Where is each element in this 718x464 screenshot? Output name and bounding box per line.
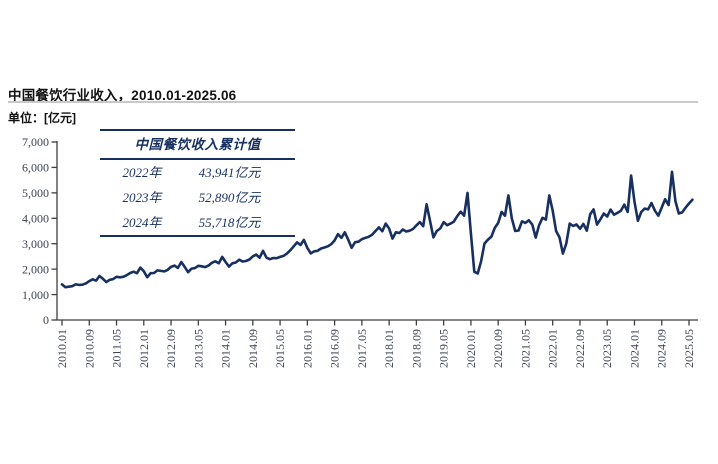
x-tick-label: 2010.01 bbox=[55, 329, 69, 368]
table-year-cell: 2022年 bbox=[122, 165, 162, 180]
table-row: 2024年 55,718亿元 bbox=[100, 210, 295, 235]
x-tick-label: 2020.01 bbox=[464, 329, 478, 368]
y-tick-label: 3,000 bbox=[22, 237, 49, 251]
table-year-cell: 2024年 bbox=[122, 215, 162, 230]
x-tick-label: 2013.05 bbox=[191, 329, 205, 368]
x-tick-label: 2025.05 bbox=[682, 329, 696, 368]
y-tick-label: 4,000 bbox=[22, 211, 49, 225]
x-tick-label: 2022.09 bbox=[573, 329, 587, 368]
x-tick-label: 2016.01 bbox=[300, 329, 314, 368]
y-tick-label: 7,000 bbox=[22, 135, 49, 149]
x-tick-label: 2015.05 bbox=[273, 329, 287, 368]
x-tick-label: 2019.05 bbox=[437, 329, 451, 368]
x-tick-label: 2023.05 bbox=[600, 329, 614, 368]
x-tick-label: 2018.09 bbox=[409, 329, 423, 368]
x-tick-label: 2012.01 bbox=[137, 329, 151, 368]
table-title: 中国餐饮收入累计值 bbox=[134, 137, 261, 152]
title-divider bbox=[8, 101, 698, 103]
x-tick-label: 2014.01 bbox=[219, 329, 233, 368]
table-value-cell: 43,941亿元 bbox=[198, 165, 261, 180]
cumulative-revenue-table: 中国餐饮收入累计值 2022年 43,941亿元 2023年 52,890亿元 2024… bbox=[100, 129, 295, 237]
table-value-cell: 55,718亿元 bbox=[198, 215, 261, 230]
table-header-divider bbox=[100, 158, 295, 160]
x-tick-label: 2021.05 bbox=[518, 329, 532, 368]
x-tick-label: 2024.09 bbox=[655, 329, 669, 368]
y-tick-label: 2,000 bbox=[22, 262, 49, 276]
x-tick-label: 2020.09 bbox=[491, 329, 505, 368]
table-year-cell: 2023年 bbox=[122, 190, 162, 205]
y-tick-label: 6,000 bbox=[22, 161, 49, 175]
table-row: 2022年 43,941亿元 bbox=[100, 160, 295, 185]
table-rows: 2022年 43,941亿元 2023年 52,890亿元 2024年 55,718亿元 bbox=[100, 160, 295, 235]
page-title: 中国餐饮行业收入，2010.01-2025.06 bbox=[8, 88, 237, 103]
unit-label: 单位：[亿元] bbox=[8, 111, 76, 125]
x-tick-label: 2024.01 bbox=[627, 329, 641, 368]
table-row: 2023年 52,890亿元 bbox=[100, 185, 295, 210]
table-value-cell: 52,890亿元 bbox=[198, 190, 261, 205]
x-tick-label: 2014.09 bbox=[246, 329, 260, 368]
y-tick-label: 0 bbox=[43, 313, 49, 327]
x-tick-label: 2017.05 bbox=[355, 329, 369, 368]
x-tick-label: 2010.09 bbox=[82, 329, 96, 368]
x-tick-label: 2011.05 bbox=[110, 329, 124, 368]
x-tick-label: 2012.09 bbox=[164, 329, 178, 368]
y-tick-label: 1,000 bbox=[22, 288, 49, 302]
x-tick-label: 2022.01 bbox=[546, 329, 560, 368]
x-tick-label: 2016.09 bbox=[328, 329, 342, 368]
revenue-line bbox=[60, 170, 694, 289]
x-tick-label: 2018.01 bbox=[382, 329, 396, 368]
y-tick-label: 5,000 bbox=[22, 186, 49, 200]
